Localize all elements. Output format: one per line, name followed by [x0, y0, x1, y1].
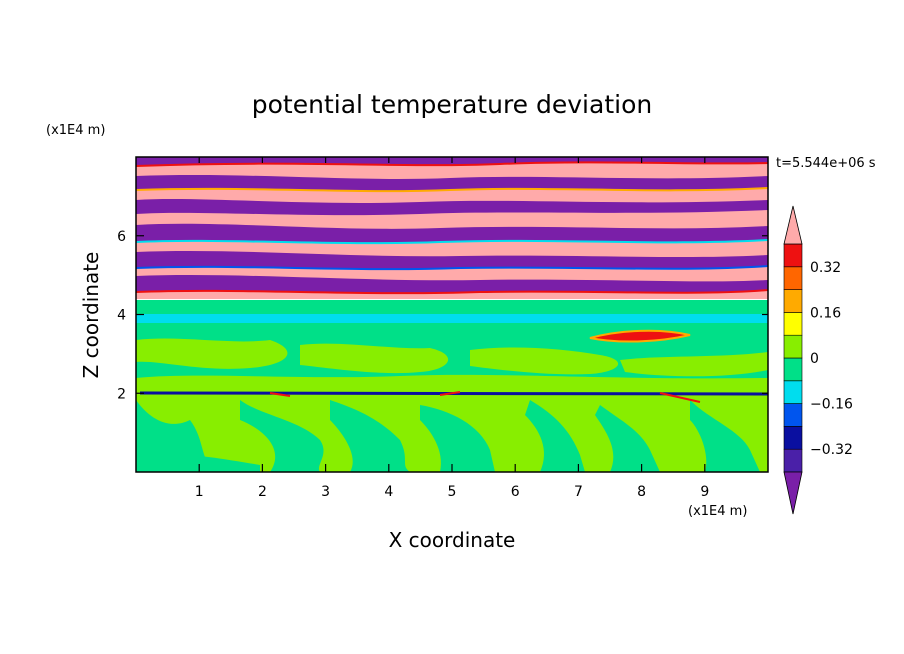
colorbar-tick-label: 0.32	[810, 260, 841, 276]
colorbar-segment	[783, 426, 803, 450]
y-axis-ticks: 2 4 6	[117, 229, 768, 402]
x-tick-label: 6	[511, 484, 520, 500]
x-axis-label: X coordinate	[389, 528, 516, 552]
colorbar-extend-min	[783, 471, 803, 515]
y-tick-label: 2	[117, 386, 126, 402]
x-unit-label: (x1E4 m)	[688, 504, 747, 519]
x-tick-label: 4	[384, 484, 393, 500]
colorbar: 0.32 0.16 0 −0.16 −0.32	[783, 205, 853, 515]
y-tick-label: 4	[117, 308, 126, 324]
colorbar-segment	[783, 243, 803, 268]
bottom-cells	[136, 400, 760, 472]
colorbar-segment	[783, 312, 803, 336]
cyan-band	[136, 314, 768, 323]
colorbar-tick-label: 0.16	[810, 305, 841, 321]
colorbar-segment	[783, 266, 803, 290]
colorbar-segment	[783, 289, 803, 313]
colorbar-tick-label: 0	[810, 351, 819, 367]
red-patch-z3	[589, 329, 691, 343]
colorbar-tick-label: −0.16	[810, 397, 853, 413]
colorbar-segment	[783, 403, 803, 427]
colorbar-extend-max	[783, 205, 803, 245]
colorbar-segment	[783, 448, 803, 473]
colorbar-tick-label: −0.32	[810, 442, 853, 458]
heatmap-field	[135, 156, 769, 473]
x-tick-label: 2	[258, 484, 267, 500]
mid-patches	[136, 338, 768, 392]
y-unit-label: (x1E4 m)	[46, 123, 105, 138]
time-label: t=5.544e+06 s	[776, 156, 876, 171]
red-fragments-z2	[269, 391, 701, 403]
y-axis-label: Z coordinate	[79, 252, 103, 379]
x-tick-label: 9	[700, 484, 709, 500]
x-tick-label: 5	[448, 484, 457, 500]
upper-bands	[136, 157, 768, 299]
colorbar-segment	[783, 380, 803, 404]
colorbar-segment	[783, 334, 803, 359]
x-axis-ticks: 1 2 3 4 5 6 7 8 9	[195, 157, 709, 500]
y-tick-label: 6	[117, 229, 126, 245]
x-tick-label: 1	[195, 484, 204, 500]
x-tick-label: 3	[321, 484, 330, 500]
colorbar-segment	[783, 357, 803, 382]
chart-title: potential temperature deviation	[252, 90, 652, 119]
x-tick-label: 8	[637, 484, 646, 500]
x-tick-label: 7	[574, 484, 583, 500]
